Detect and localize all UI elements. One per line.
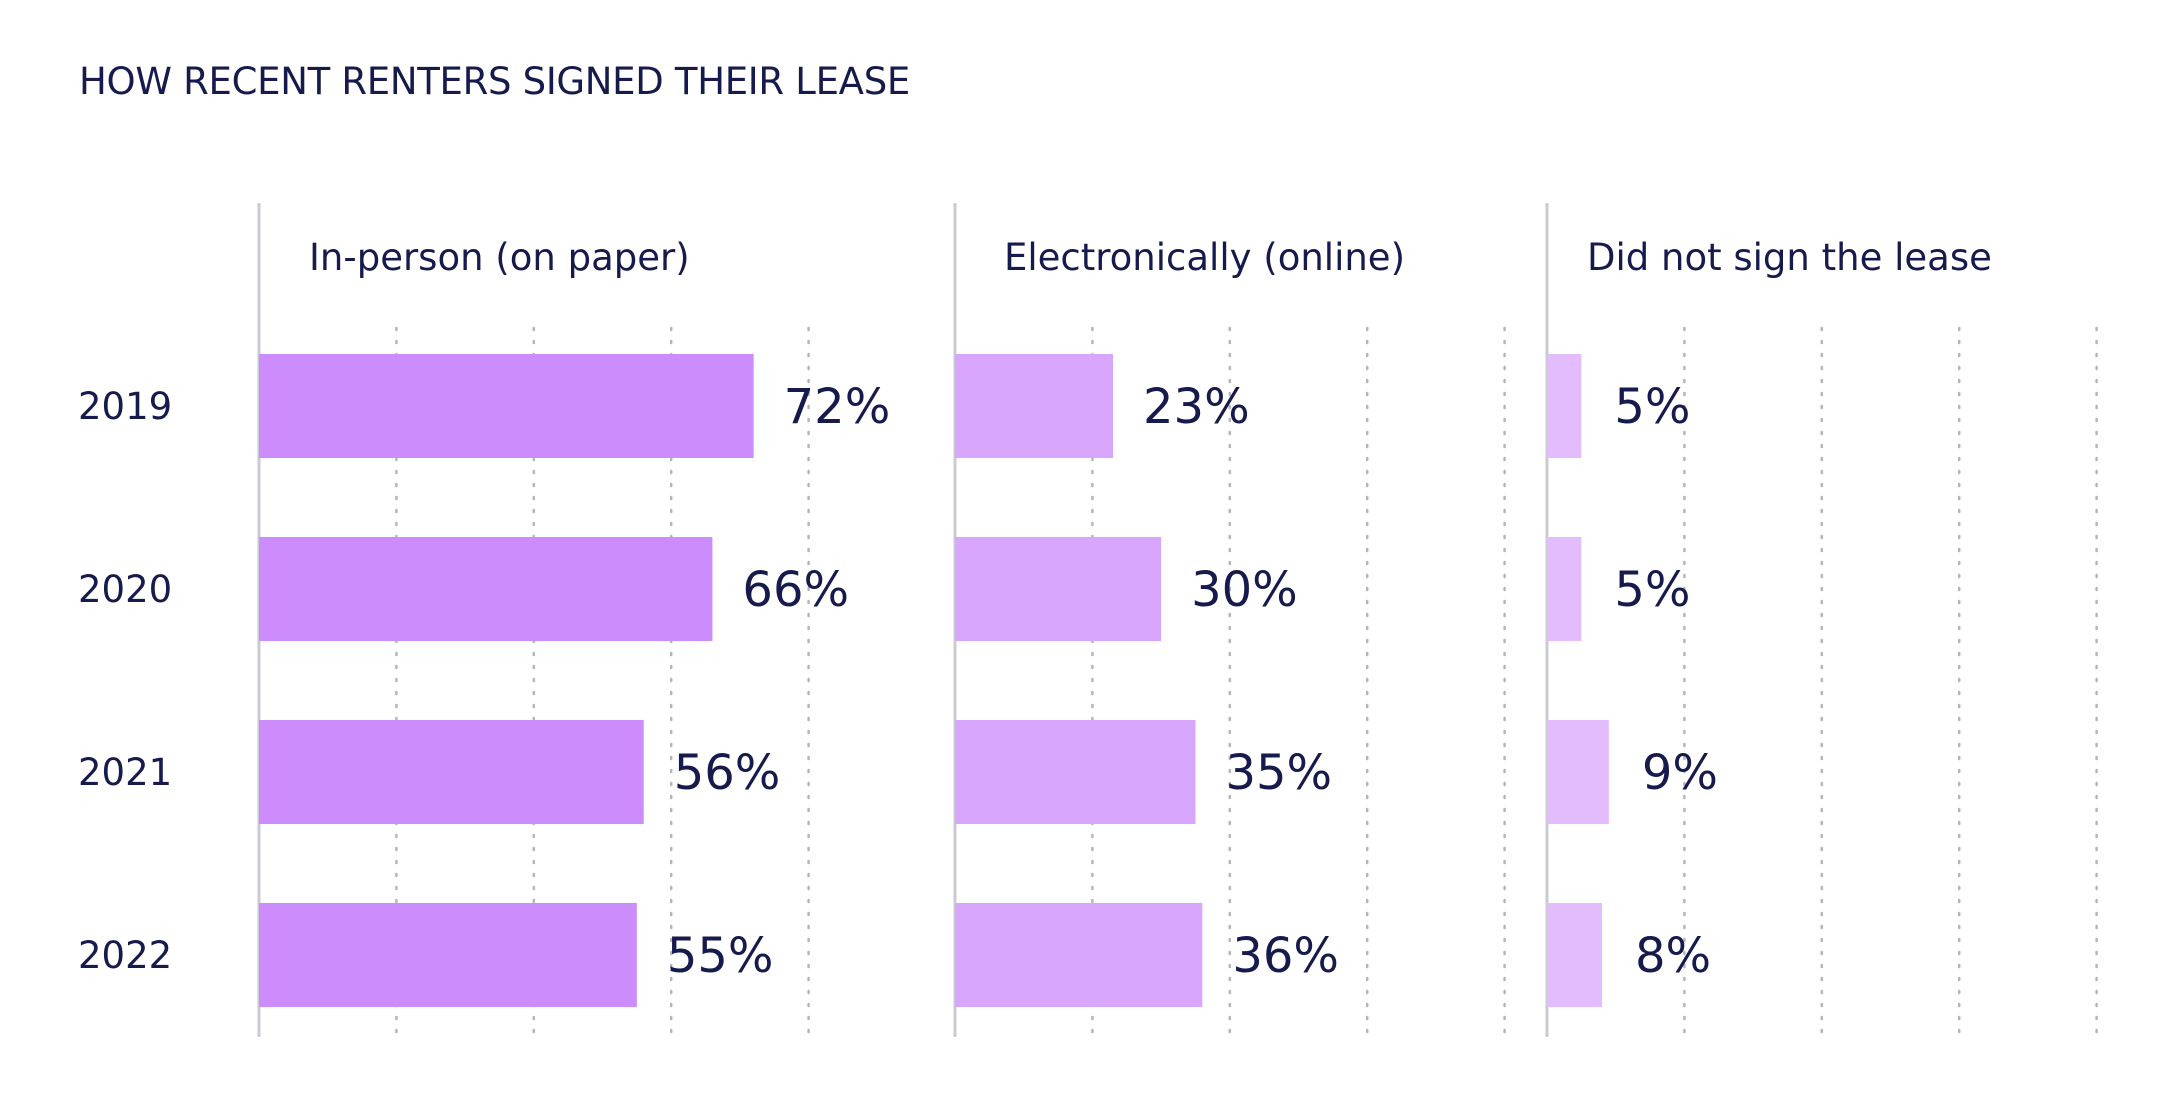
data-label: 30% bbox=[1191, 562, 1298, 618]
bar bbox=[1547, 903, 1602, 1007]
data-label: 5% bbox=[1614, 379, 1690, 435]
category-label: 2020 bbox=[78, 568, 172, 611]
bar bbox=[259, 354, 754, 458]
series-header: Did not sign the lease bbox=[1587, 236, 1992, 279]
bar bbox=[259, 903, 637, 1007]
bar bbox=[955, 537, 1162, 641]
data-label: 36% bbox=[1232, 928, 1339, 984]
bar bbox=[1547, 720, 1609, 824]
data-label: 66% bbox=[742, 562, 849, 618]
bar bbox=[259, 720, 644, 824]
category-label: 2021 bbox=[78, 751, 172, 794]
bar bbox=[955, 354, 1114, 458]
bar bbox=[955, 720, 1196, 824]
series-header: Electronically (online) bbox=[1004, 236, 1405, 279]
data-label: 55% bbox=[667, 928, 774, 984]
data-label: 5% bbox=[1614, 562, 1690, 618]
bar bbox=[259, 537, 713, 641]
data-label: 35% bbox=[1225, 745, 1332, 801]
data-label: 9% bbox=[1642, 745, 1718, 801]
data-label: 72% bbox=[784, 379, 891, 435]
category-label: 2019 bbox=[78, 385, 172, 428]
chart-title: HOW RECENT RENTERS SIGNED THEIR LEASE bbox=[79, 60, 910, 103]
series-header: In-person (on paper) bbox=[309, 236, 690, 279]
data-label: 8% bbox=[1635, 928, 1711, 984]
bar bbox=[1547, 537, 1582, 641]
data-label: 56% bbox=[674, 745, 781, 801]
bar bbox=[955, 903, 1203, 1007]
data-label: 23% bbox=[1143, 379, 1250, 435]
category-label: 2022 bbox=[78, 934, 172, 977]
bar bbox=[1547, 354, 1582, 458]
